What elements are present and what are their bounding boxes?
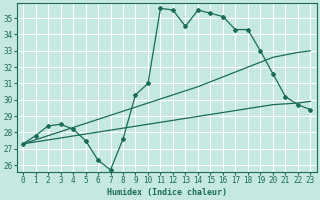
X-axis label: Humidex (Indice chaleur): Humidex (Indice chaleur): [107, 188, 227, 197]
